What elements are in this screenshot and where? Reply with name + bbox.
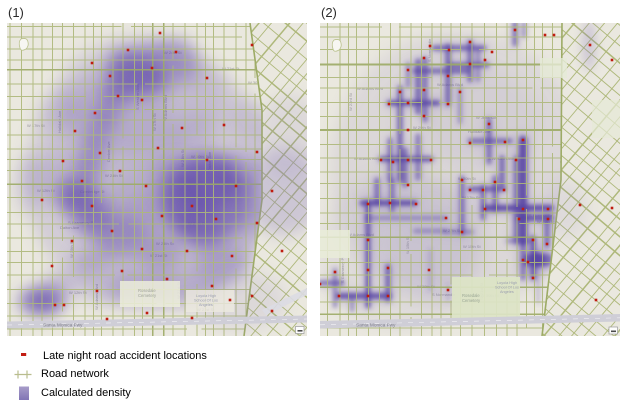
svg-text:Rosedale: Rosedale <box>138 288 156 293</box>
svg-text:Santa Monica Fwy: Santa Monica Fwy <box>356 323 396 329</box>
svg-text:Angeles: Angeles <box>199 303 213 307</box>
svg-text:School Of Los: School Of Los <box>194 299 218 303</box>
svg-text:Loyola High: Loyola High <box>497 281 517 285</box>
svg-text:Loyola High: Loyola High <box>196 294 216 298</box>
svg-text:W 30th St: W 30th St <box>248 80 266 85</box>
svg-text:Santa Monica Fwy: Santa Monica Fwy <box>43 323 83 329</box>
svg-text:Rosedale: Rosedale <box>462 293 480 298</box>
svg-text:Cemetery: Cemetery <box>138 293 157 298</box>
svg-text:Angeles: Angeles <box>500 290 514 294</box>
svg-text:Cemetery: Cemetery <box>462 298 481 303</box>
svg-text:School Of Los: School Of Los <box>495 286 519 290</box>
svg-text:W 21st St: W 21st St <box>222 66 240 71</box>
